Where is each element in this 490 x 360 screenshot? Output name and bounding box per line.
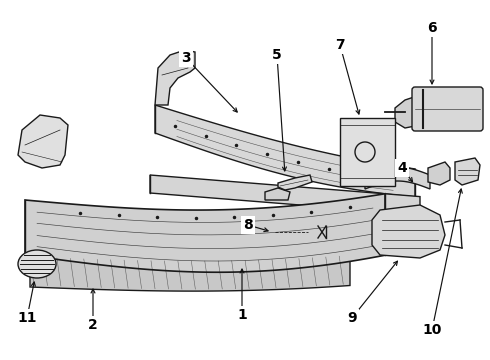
Polygon shape [150,175,420,215]
Polygon shape [30,253,350,291]
Ellipse shape [18,250,56,278]
Text: 2: 2 [88,318,98,332]
Text: 9: 9 [347,311,357,325]
Text: 4: 4 [397,161,407,175]
Polygon shape [278,175,312,190]
Polygon shape [265,188,290,200]
Text: 6: 6 [427,21,437,35]
Polygon shape [25,194,385,272]
Polygon shape [372,205,445,258]
Text: 10: 10 [422,323,441,337]
Text: 7: 7 [335,38,345,52]
Text: 3: 3 [181,51,191,65]
Polygon shape [365,167,430,189]
Bar [340,118,395,186]
Polygon shape [428,162,450,185]
Text: 8: 8 [243,218,253,232]
Polygon shape [395,95,420,128]
Polygon shape [155,105,415,197]
Polygon shape [155,50,195,105]
Text: 11: 11 [17,311,37,325]
Polygon shape [455,158,480,185]
Text: 1: 1 [237,308,247,322]
Text: 5: 5 [272,48,282,62]
Polygon shape [18,115,68,168]
FancyBboxPatch shape [412,87,483,131]
